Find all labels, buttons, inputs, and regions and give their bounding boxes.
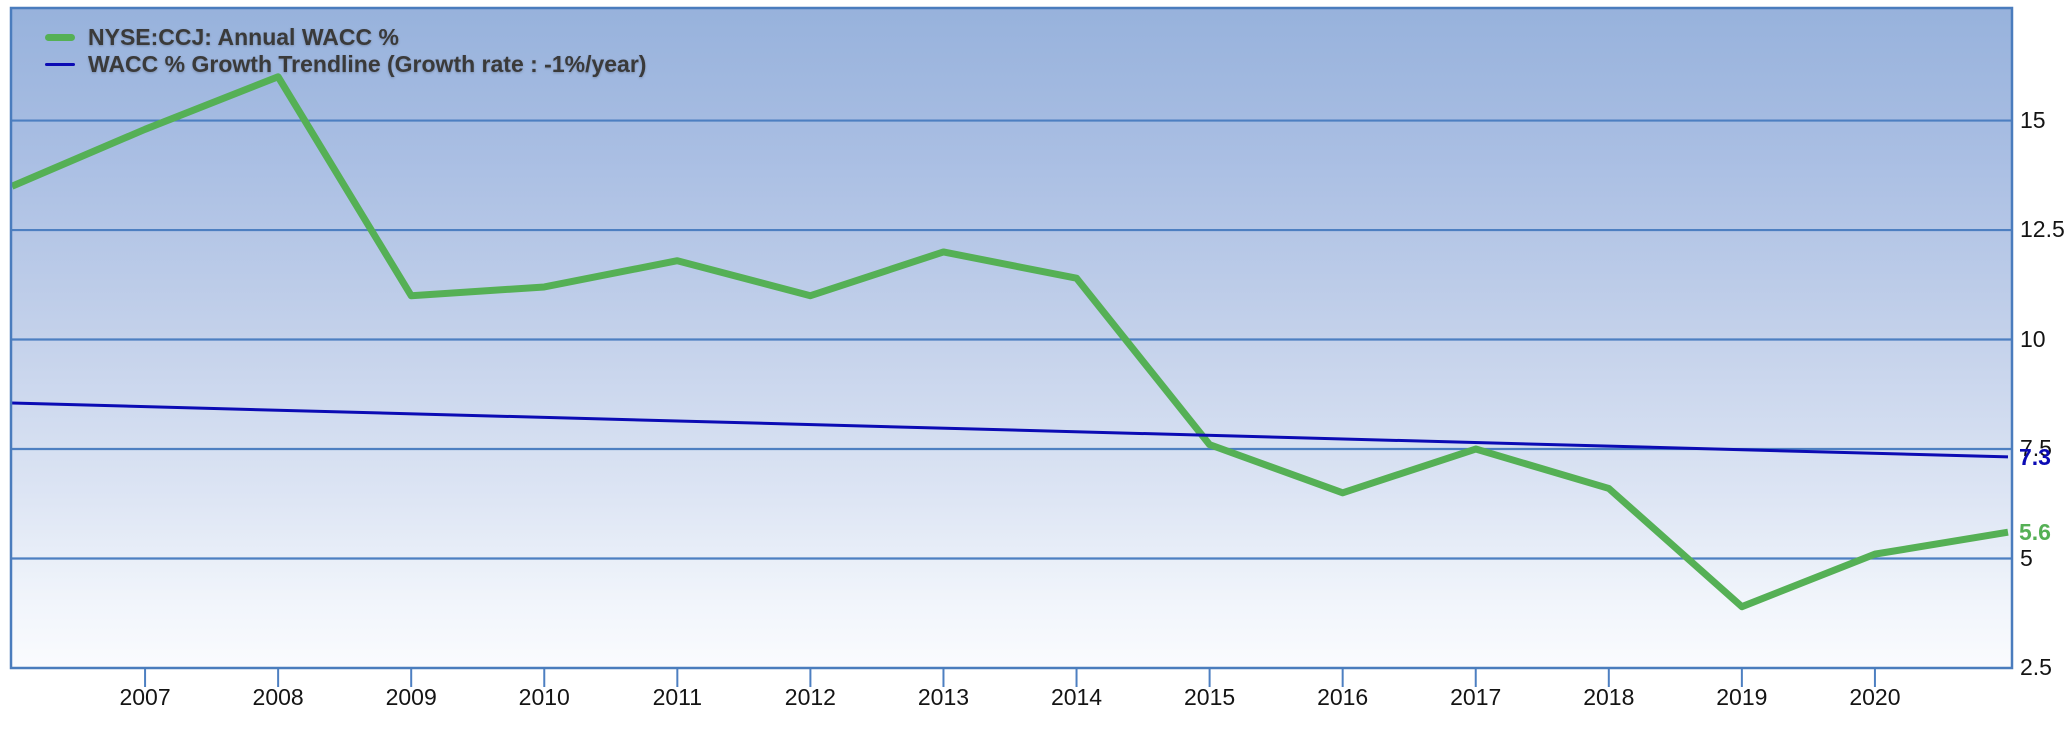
growth-trendline [11,401,2009,459]
y-axis-label-10: 10 [2020,325,2046,352]
x-axis-label-2020: 2020 [1849,684,1901,710]
plot-border [9,6,2014,670]
x-axis-label-2018: 2018 [1583,684,1635,710]
y-axis-label-15: 15 [2020,106,2046,133]
x-axis-label-2013: 2013 [917,684,970,710]
legend-label-trendline: WACC % Growth Trendline (Growth rate : -… [88,51,647,77]
trendline-swatch-icon [45,63,75,66]
x-axis-label-2009: 2009 [385,684,437,710]
trendline-end-value-label: 7.3 [2019,443,2051,470]
wacc-series-swatch-icon [45,34,75,41]
y-axis-label-7.5: 7.5 [2020,435,2052,462]
x-axis-label-2007: 2007 [119,684,171,710]
x-axis-label-2016: 2016 [1317,684,1369,710]
x-axis-label-2014: 2014 [1050,684,1103,710]
wacc-series-line [10,73,2009,611]
x-axis-label-2011: 2011 [652,684,703,710]
legend-label-wacc: NYSE:CCJ: Annual WACC % [88,24,399,50]
legend-item-trendline: WACC % Growth Trendline (Growth rate : -… [45,51,646,78]
y-axis-label-5: 5 [2020,544,2033,571]
legend-item-wacc: NYSE:CCJ: Annual WACC % [45,24,646,51]
x-axis-label-2017: 2017 [1450,684,1502,710]
x-axis-label-2012: 2012 [784,684,836,710]
x-axis-label-2019: 2019 [1716,684,1768,710]
x-axis-label-2010: 2010 [518,684,570,710]
wacc-end-value-label: 5.6 [2019,519,2051,546]
x-axis-label-2015: 2015 [1184,684,1236,710]
y-axis-label-2.5: 2.5 [2020,654,2052,680]
chart-legend: NYSE:CCJ: Annual WACC % WACC % Growth Tr… [45,24,646,78]
y-axis-label-12.5: 12.5 [2020,216,2065,243]
x-axis-label-2008: 2008 [252,684,304,710]
